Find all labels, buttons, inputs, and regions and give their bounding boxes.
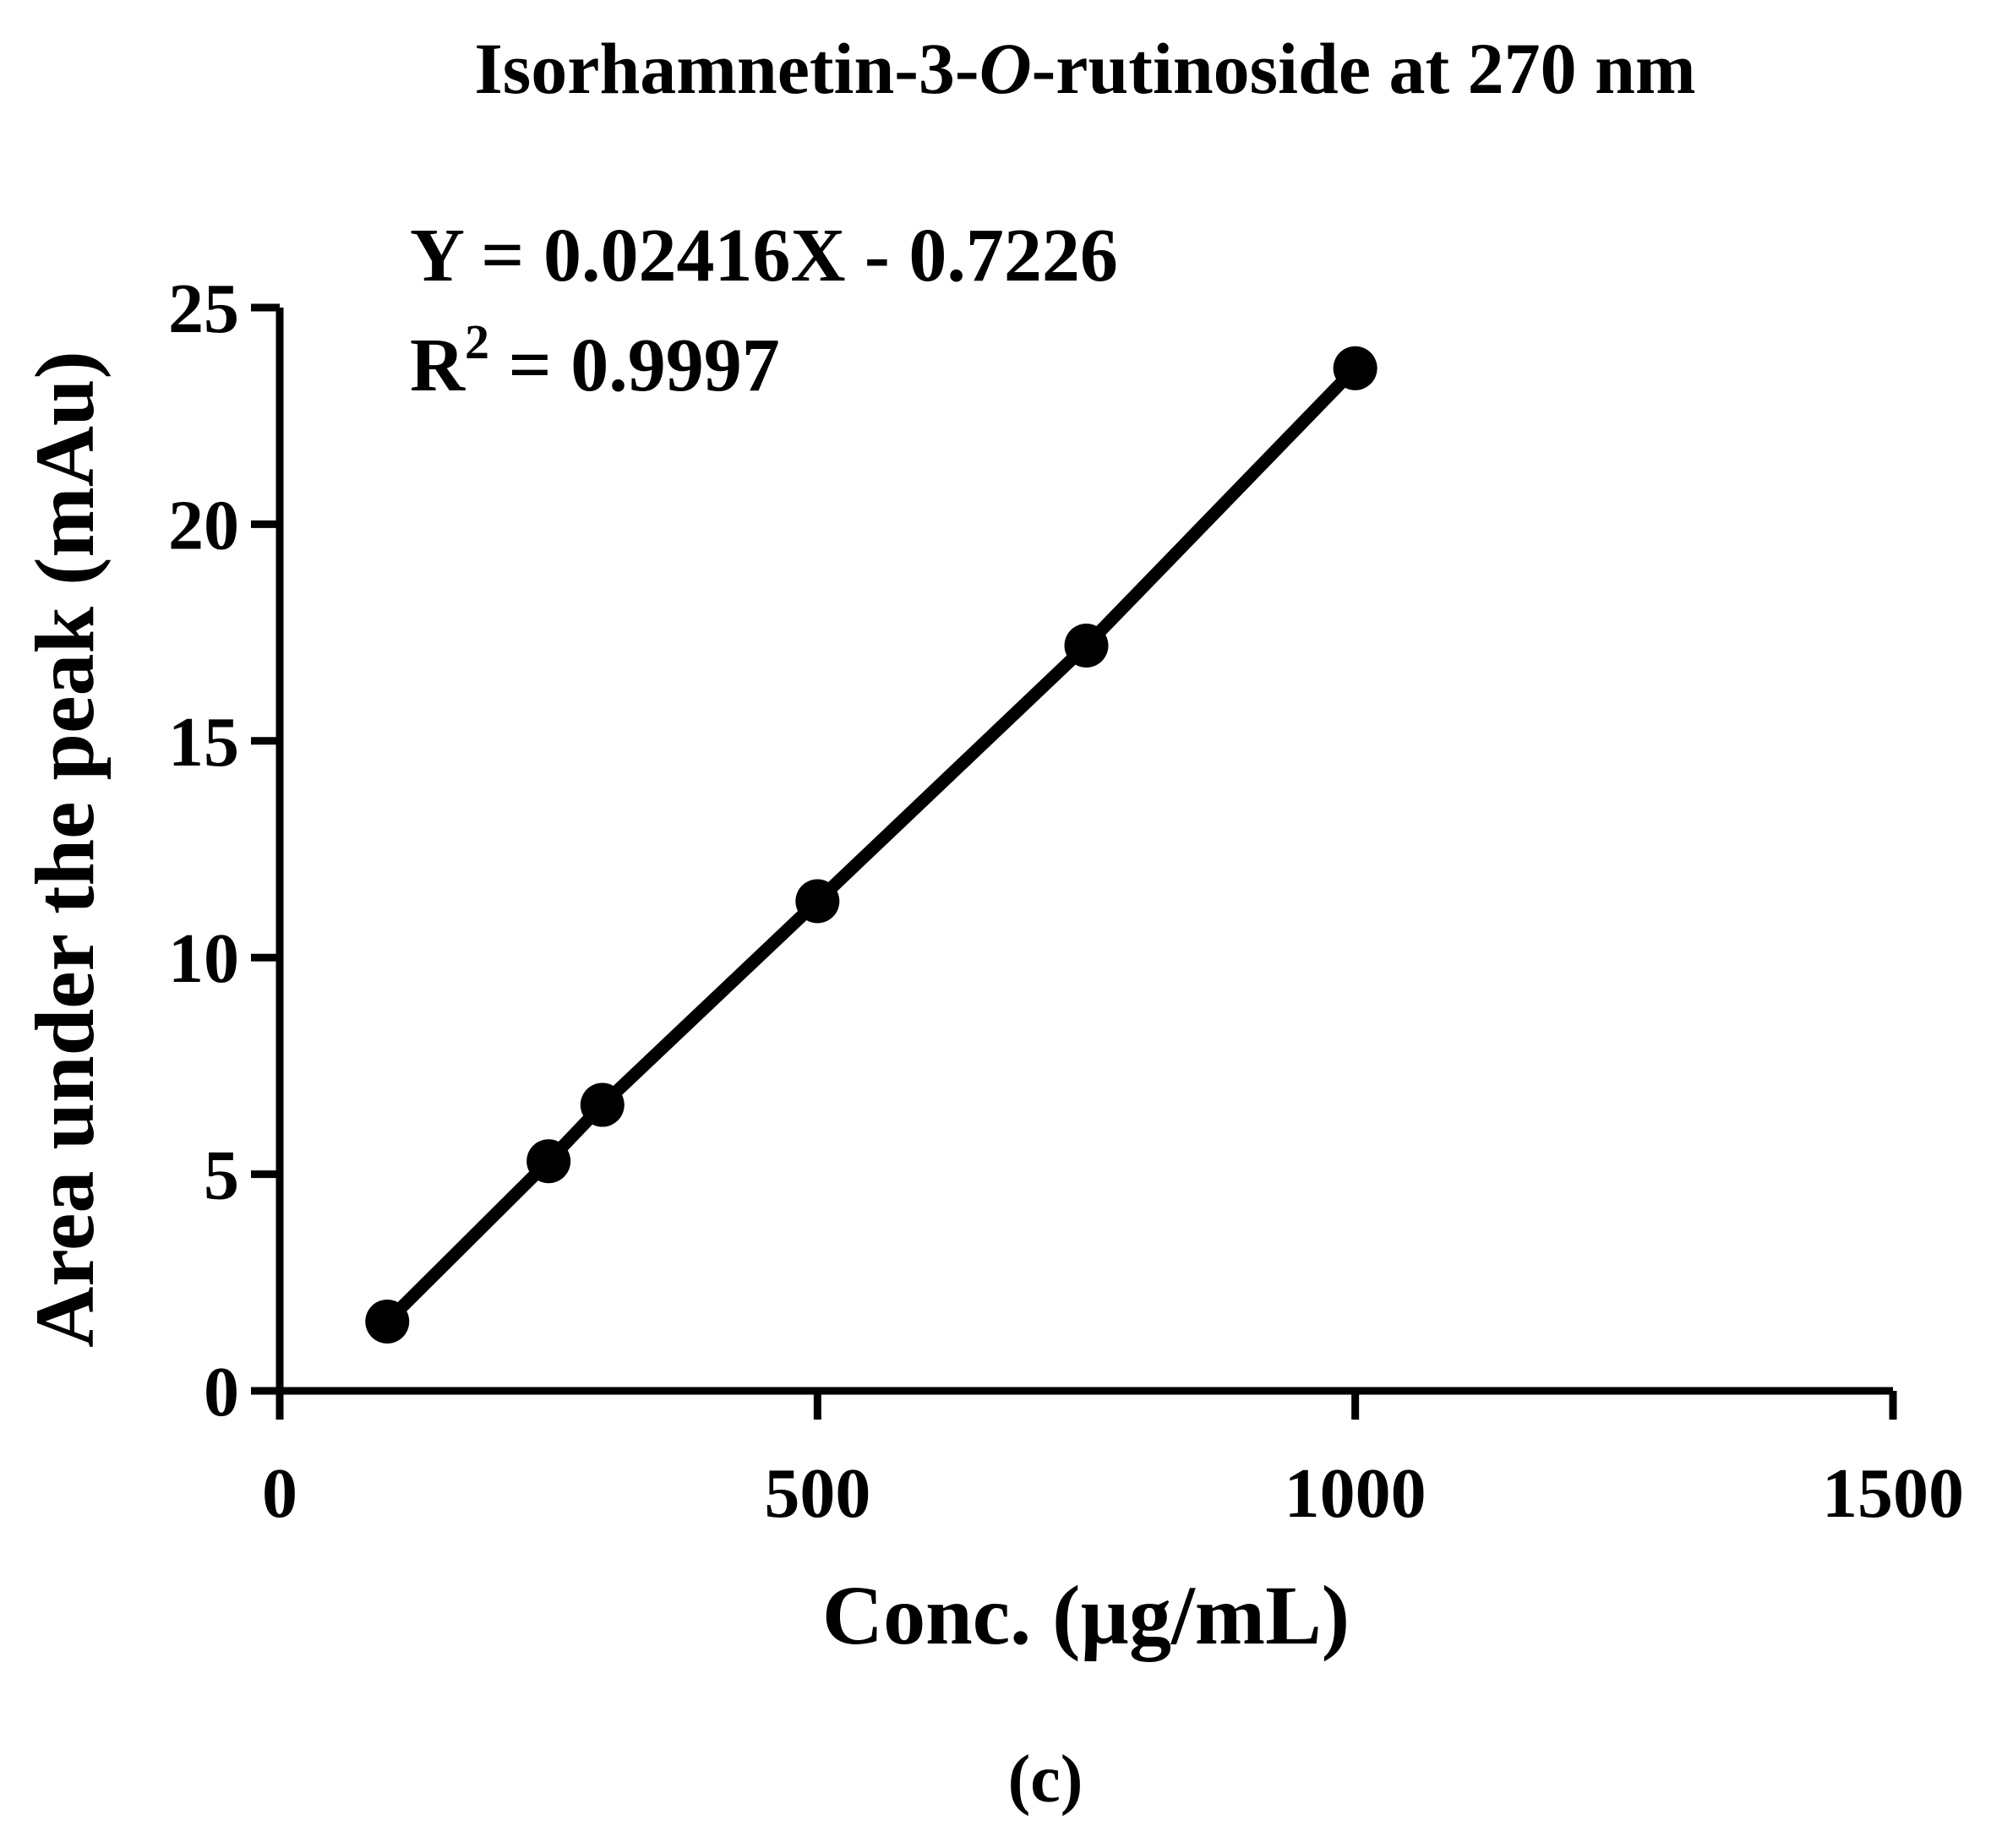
data-point bbox=[526, 1139, 571, 1184]
data-point bbox=[1064, 623, 1109, 668]
y-tick-label: 15 bbox=[168, 703, 239, 782]
y-axis-label: Area under the peak (mAu) bbox=[18, 351, 112, 1348]
x-tick-label: 1000 bbox=[1285, 1454, 1426, 1533]
series-line bbox=[383, 363, 1361, 1327]
y-axis: 0 5 10 15 20 25 bbox=[168, 270, 284, 1431]
x-tick-label: 0 bbox=[262, 1454, 297, 1533]
data-point bbox=[1333, 346, 1377, 390]
r-squared-annotation: R2 = 0.9997 bbox=[410, 314, 780, 407]
x-axis: 0 500 1000 1500 bbox=[262, 1387, 1964, 1533]
y-tick-label: 0 bbox=[204, 1353, 239, 1431]
x-tick-label: 1500 bbox=[1822, 1454, 1964, 1533]
regression-equation: Y = 0.02416X - 0.7226 bbox=[410, 214, 1118, 297]
chart-title: Isorhamnetin-3-O-rutinoside at 270 nm bbox=[474, 28, 1695, 109]
data-series bbox=[365, 346, 1377, 1344]
data-point bbox=[795, 879, 840, 924]
y-tick-label: 5 bbox=[204, 1137, 239, 1215]
y-tick-label: 10 bbox=[168, 919, 239, 998]
data-point bbox=[580, 1082, 625, 1127]
x-tick-label: 500 bbox=[764, 1454, 870, 1533]
y-tick-label: 25 bbox=[168, 270, 239, 348]
data-point bbox=[365, 1299, 410, 1344]
y-tick-label: 20 bbox=[168, 486, 239, 564]
panel-label: (c) bbox=[1008, 1742, 1083, 1817]
x-axis-label: Conc. (µg/mL) bbox=[822, 1568, 1350, 1662]
